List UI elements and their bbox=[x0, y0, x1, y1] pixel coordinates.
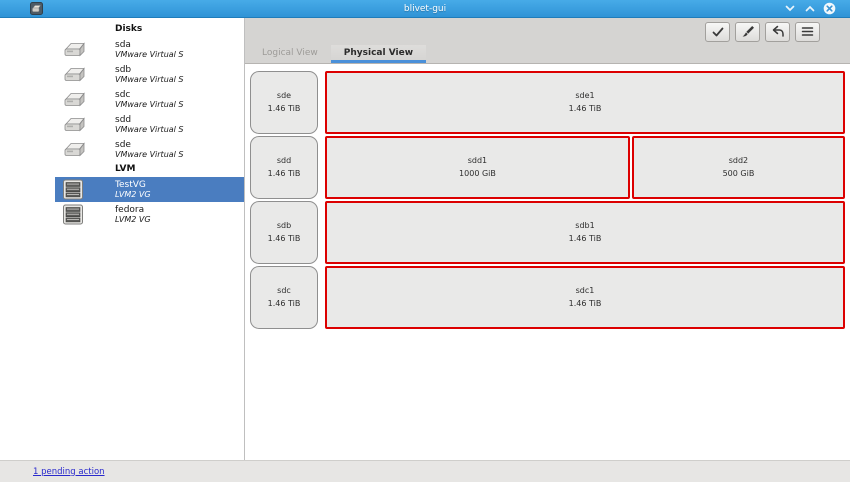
disk-name: sda bbox=[115, 39, 131, 50]
partition-box-sdb1[interactable]: sdb1 1.46 TiB bbox=[325, 201, 845, 264]
partition-size: 1.46 TiB bbox=[568, 233, 602, 243]
main-panel: Logical View Physical View sde 1.46 TiB … bbox=[245, 18, 850, 460]
disk-model: VMware Virtual S bbox=[115, 75, 184, 85]
window-body: Disks sda VMware Virtual S bbox=[0, 18, 850, 460]
window-controls bbox=[783, 2, 836, 15]
partition-name: sdc1 bbox=[575, 286, 595, 296]
toolbar bbox=[245, 18, 850, 45]
sidebar-item-sdb[interactable]: sdb VMware Virtual S bbox=[55, 62, 244, 87]
tab-logical-view[interactable]: Logical View bbox=[262, 47, 318, 58]
sidebar-item-testvg[interactable]: TestVG LVM2 VG bbox=[55, 177, 244, 202]
disk-box-size: 1.46 TiB bbox=[267, 298, 301, 308]
partition-name: sdd1 bbox=[467, 156, 488, 166]
disk-name: sde bbox=[115, 139, 131, 150]
titlebar[interactable]: blivet-gui bbox=[0, 0, 850, 18]
disk-box-sdc[interactable]: sdc 1.46 TiB bbox=[250, 266, 318, 329]
disk-box-sde[interactable]: sde 1.46 TiB bbox=[250, 71, 318, 134]
disk-model: VMware Virtual S bbox=[115, 50, 184, 60]
disk-box-name: sdb bbox=[276, 221, 292, 231]
menu-button hamburger-menu-icon[interactable] bbox=[795, 21, 820, 42]
partition-box-sde1[interactable]: sde1 1.46 TiB bbox=[325, 71, 845, 134]
app-drive-icon bbox=[30, 2, 43, 15]
sidebar-item-fedora[interactable]: fedora LVM2 VG bbox=[55, 202, 244, 227]
disk-box-sdd[interactable]: sdd 1.46 TiB bbox=[250, 136, 318, 199]
lvm-stack-icon bbox=[55, 204, 115, 225]
apply-button checkmark-icon[interactable] bbox=[705, 21, 730, 42]
disk-model: VMware Virtual S bbox=[115, 100, 184, 110]
hard-disk-icon bbox=[55, 141, 115, 159]
vg-type: LVM2 VG bbox=[115, 190, 151, 200]
maximize-button chevron-up-icon[interactable] bbox=[803, 2, 816, 15]
view-tabbar: Logical View Physical View bbox=[245, 45, 850, 64]
devices-sidebar: Disks sda VMware Virtual S bbox=[0, 18, 245, 460]
vg-type: LVM2 VG bbox=[115, 215, 151, 225]
partition-box-sdd1[interactable]: sdd1 1000 GiB bbox=[325, 136, 630, 199]
disks-group-header: Disks bbox=[115, 24, 143, 34]
partition-size: 500 GiB bbox=[722, 168, 755, 178]
partition-box-sdc1[interactable]: sdc1 1.46 TiB bbox=[325, 266, 845, 329]
sidebar-item-sde[interactable]: sde VMware Virtual S bbox=[55, 137, 244, 162]
disk-box-name: sdc bbox=[277, 286, 291, 296]
statusbar: 1 pending action bbox=[0, 460, 850, 487]
sidebar-item-sdc[interactable]: sdc VMware Virtual S bbox=[55, 87, 244, 112]
disk-name: sdb bbox=[115, 64, 132, 75]
disk-box-size: 1.46 TiB bbox=[267, 168, 301, 178]
disk-box-size: 1.46 TiB bbox=[267, 233, 301, 243]
minimize-button chevron-down-icon[interactable] bbox=[783, 2, 796, 15]
hard-disk-icon bbox=[55, 41, 115, 59]
clear-actions-button brush-icon[interactable] bbox=[735, 21, 760, 42]
disk-name: sdc bbox=[115, 89, 131, 100]
partition-size: 1.46 TiB bbox=[568, 103, 602, 113]
partition-box-sdd2[interactable]: sdd2 500 GiB bbox=[631, 136, 845, 199]
partition-size: 1.46 TiB bbox=[568, 298, 602, 308]
partition-name: sdd2 bbox=[728, 156, 749, 166]
disk-box-sdb[interactable]: sdb 1.46 TiB bbox=[250, 201, 318, 264]
disk-box-name: sde bbox=[276, 91, 292, 101]
lvm-group-header: LVM bbox=[115, 164, 136, 174]
sidebar-item-sdd[interactable]: sdd VMware Virtual S bbox=[55, 112, 244, 137]
disk-row-sdb: sdb 1.46 TiB sdb1 1.46 TiB bbox=[250, 201, 845, 264]
vg-name: fedora bbox=[115, 204, 145, 215]
disk-model: VMware Virtual S bbox=[115, 125, 184, 135]
disk-row-sdc: sdc 1.46 TiB sdc1 1.46 TiB bbox=[250, 266, 845, 329]
partition-size: 1000 GiB bbox=[459, 168, 496, 178]
hard-disk-icon bbox=[55, 91, 115, 109]
partition-name: sdb1 bbox=[575, 221, 595, 231]
disk-box-name: sdd bbox=[276, 156, 292, 166]
sidebar-item-sda[interactable]: sda VMware Virtual S bbox=[55, 37, 244, 62]
disk-model: VMware Virtual S bbox=[115, 150, 184, 160]
disk-row-sde: sde 1.46 TiB sde1 1.46 TiB bbox=[250, 71, 845, 134]
close-button close-circle-icon[interactable] bbox=[823, 2, 836, 15]
partition-name: sde1 bbox=[575, 91, 595, 101]
physical-view-content: sde 1.46 TiB sde1 1.46 TiB sdd 1.46 Ti bbox=[245, 64, 850, 460]
vg-name: TestVG bbox=[115, 179, 146, 190]
pending-actions-link[interactable]: 1 pending action bbox=[33, 466, 105, 477]
undo-button undo-arrow-icon[interactable] bbox=[765, 21, 790, 42]
window-title: blivet-gui bbox=[403, 3, 447, 14]
disk-name: sdd bbox=[115, 114, 132, 125]
lvm-stack-icon bbox=[55, 179, 115, 200]
tab-physical-view[interactable]: Physical View bbox=[330, 45, 427, 63]
hard-disk-icon bbox=[55, 116, 115, 134]
disk-box-size: 1.46 TiB bbox=[267, 103, 301, 113]
disk-row-sdd: sdd 1.46 TiB sdd1 1000 GiB sdd2 500 GiB bbox=[250, 136, 845, 199]
hard-disk-icon bbox=[55, 66, 115, 84]
